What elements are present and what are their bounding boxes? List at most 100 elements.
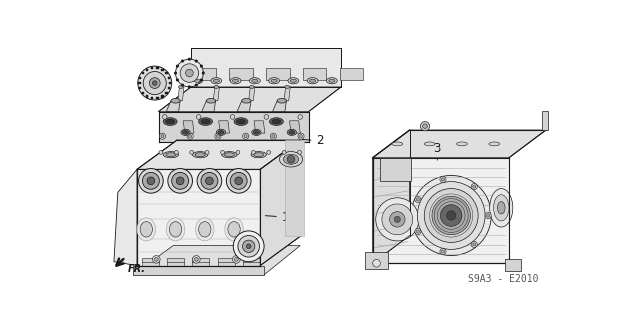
Circle shape bbox=[376, 198, 419, 241]
Circle shape bbox=[221, 150, 225, 154]
Ellipse shape bbox=[253, 153, 264, 156]
Ellipse shape bbox=[221, 152, 237, 158]
Polygon shape bbox=[151, 97, 153, 100]
Ellipse shape bbox=[216, 129, 225, 135]
Ellipse shape bbox=[163, 152, 179, 158]
Ellipse shape bbox=[195, 153, 205, 156]
Ellipse shape bbox=[272, 119, 281, 124]
Circle shape bbox=[195, 60, 198, 63]
Circle shape bbox=[270, 133, 276, 139]
Ellipse shape bbox=[307, 78, 318, 84]
Circle shape bbox=[232, 256, 240, 263]
Ellipse shape bbox=[456, 142, 467, 146]
Circle shape bbox=[243, 133, 249, 139]
Ellipse shape bbox=[234, 118, 248, 125]
Polygon shape bbox=[151, 67, 153, 69]
Polygon shape bbox=[372, 130, 546, 158]
Circle shape bbox=[195, 84, 198, 87]
Ellipse shape bbox=[284, 154, 299, 164]
Polygon shape bbox=[249, 87, 255, 101]
Polygon shape bbox=[219, 121, 230, 133]
Polygon shape bbox=[505, 260, 520, 271]
Circle shape bbox=[234, 231, 264, 262]
Circle shape bbox=[246, 244, 251, 249]
Circle shape bbox=[195, 258, 198, 261]
Ellipse shape bbox=[230, 78, 241, 84]
Ellipse shape bbox=[271, 79, 277, 82]
Polygon shape bbox=[165, 72, 168, 74]
Circle shape bbox=[252, 150, 255, 154]
Polygon shape bbox=[168, 76, 170, 79]
Circle shape bbox=[143, 71, 166, 95]
Ellipse shape bbox=[269, 78, 280, 84]
Polygon shape bbox=[202, 101, 216, 112]
Circle shape bbox=[411, 175, 492, 256]
Circle shape bbox=[174, 71, 177, 75]
Polygon shape bbox=[230, 68, 253, 80]
Circle shape bbox=[298, 150, 301, 154]
Polygon shape bbox=[303, 68, 326, 80]
Ellipse shape bbox=[392, 142, 403, 146]
Ellipse shape bbox=[198, 222, 211, 237]
Ellipse shape bbox=[218, 131, 224, 134]
Ellipse shape bbox=[182, 131, 189, 134]
Ellipse shape bbox=[166, 119, 175, 124]
Circle shape bbox=[176, 78, 179, 82]
Circle shape bbox=[264, 115, 269, 119]
Circle shape bbox=[390, 212, 405, 227]
Ellipse shape bbox=[225, 153, 234, 156]
Circle shape bbox=[188, 85, 191, 88]
Ellipse shape bbox=[140, 222, 152, 237]
Polygon shape bbox=[141, 258, 159, 266]
Ellipse shape bbox=[181, 129, 190, 135]
Ellipse shape bbox=[329, 79, 335, 82]
Ellipse shape bbox=[285, 85, 289, 88]
Circle shape bbox=[190, 150, 194, 154]
Ellipse shape bbox=[489, 142, 500, 146]
Circle shape bbox=[485, 212, 492, 219]
Polygon shape bbox=[133, 266, 264, 275]
Polygon shape bbox=[542, 111, 548, 130]
Circle shape bbox=[175, 59, 204, 87]
Ellipse shape bbox=[251, 152, 266, 158]
Ellipse shape bbox=[490, 188, 513, 227]
Circle shape bbox=[201, 172, 218, 189]
Circle shape bbox=[272, 135, 275, 138]
Polygon shape bbox=[166, 101, 180, 112]
Circle shape bbox=[205, 177, 213, 185]
Ellipse shape bbox=[170, 222, 182, 237]
Ellipse shape bbox=[250, 78, 260, 84]
Ellipse shape bbox=[194, 79, 200, 82]
Ellipse shape bbox=[196, 218, 214, 241]
Polygon shape bbox=[284, 87, 291, 101]
Circle shape bbox=[442, 178, 445, 181]
Ellipse shape bbox=[242, 99, 251, 103]
Polygon shape bbox=[243, 258, 260, 266]
Polygon shape bbox=[285, 140, 304, 236]
Ellipse shape bbox=[193, 152, 208, 158]
Ellipse shape bbox=[253, 131, 259, 134]
Polygon shape bbox=[191, 48, 341, 87]
Ellipse shape bbox=[137, 218, 156, 241]
Circle shape bbox=[298, 115, 303, 119]
Text: 1: 1 bbox=[266, 211, 289, 224]
Circle shape bbox=[230, 172, 247, 189]
Circle shape bbox=[188, 58, 191, 61]
Circle shape bbox=[471, 184, 477, 190]
Circle shape bbox=[196, 115, 201, 119]
Circle shape bbox=[147, 177, 155, 185]
Circle shape bbox=[216, 135, 220, 138]
Circle shape bbox=[417, 198, 419, 201]
Circle shape bbox=[174, 150, 178, 154]
Polygon shape bbox=[193, 258, 209, 266]
Circle shape bbox=[417, 230, 419, 233]
Polygon shape bbox=[133, 245, 300, 275]
Ellipse shape bbox=[163, 118, 177, 125]
Circle shape bbox=[215, 133, 221, 139]
Polygon shape bbox=[273, 101, 287, 112]
Circle shape bbox=[415, 228, 421, 235]
Polygon shape bbox=[169, 82, 172, 84]
Text: 2: 2 bbox=[302, 134, 324, 147]
Circle shape bbox=[197, 169, 221, 193]
Circle shape bbox=[440, 248, 446, 255]
